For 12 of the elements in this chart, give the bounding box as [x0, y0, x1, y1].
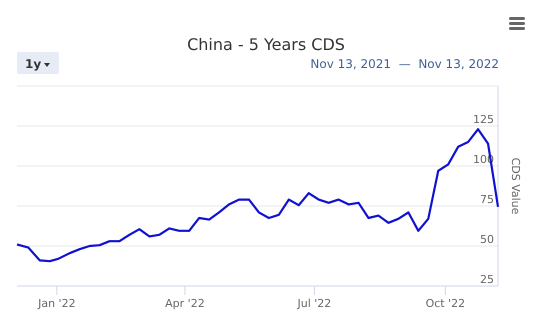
y-tick-label: 75 — [480, 193, 494, 206]
y-tick-label: 25 — [480, 273, 494, 286]
x-tick-label: Jul '22 — [296, 297, 332, 310]
y-tick-label: 50 — [480, 233, 494, 246]
x-tick-label: Jan '22 — [37, 297, 76, 310]
x-tick-label: Oct '22 — [426, 297, 466, 310]
y-axis-title: CDS Value — [509, 158, 522, 215]
text: 1y — [25, 57, 42, 71]
x-tick-label: Apr '22 — [165, 297, 205, 310]
text: Nov 13, 2021 — Nov 13, 2022 — [310, 57, 499, 71]
y-tick-label: 125 — [473, 113, 494, 126]
chart-title: China - 5 Years CDS — [187, 35, 345, 54]
